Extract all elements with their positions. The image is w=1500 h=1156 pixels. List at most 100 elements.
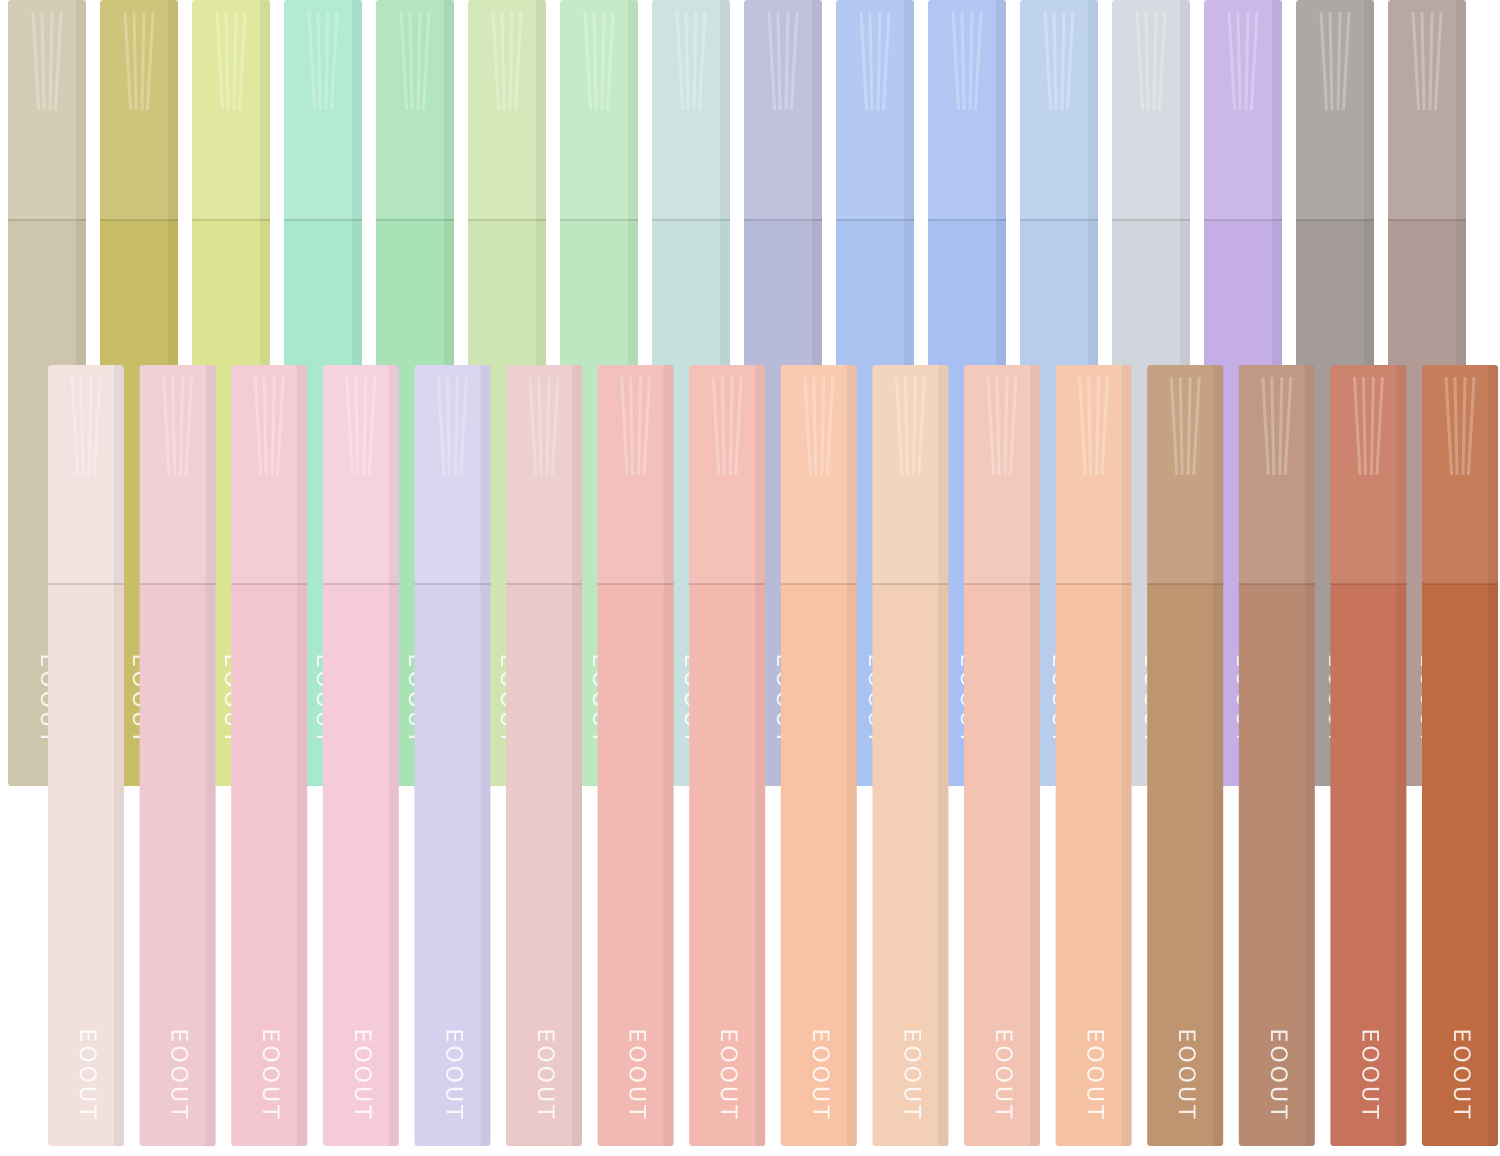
brand-logo: EOOUT [440,1028,465,1121]
highlighter: EOOUT [780,365,857,1146]
cap-groove [1152,11,1158,111]
cap-groove [1008,376,1018,476]
cap-groove [1466,376,1476,476]
cap-groove [367,376,377,476]
highlighter: EOOUT [1055,365,1132,1146]
marker-cap [284,0,362,220]
cap-groove [1249,11,1259,111]
cap-groove [53,11,63,111]
cap-groove [550,376,560,476]
cap-groove [776,11,782,111]
cap-groove [528,376,538,476]
cap-groove [1283,376,1293,476]
cap-groove [1336,11,1342,111]
cap-groove [692,11,698,111]
marker-cap [468,0,546,220]
cap-groove [270,376,276,476]
marker-cap [506,365,582,584]
cap-groove [354,376,360,476]
brand-logo: EOOUT [898,1028,923,1121]
marker-body [597,365,674,1146]
marker-shade [1030,365,1040,1146]
marker-shade [663,365,674,1146]
highlighter: EOOUT [597,365,674,1146]
marker-shade [480,365,491,1146]
marker-cap [231,365,308,584]
marker-body [506,365,582,1146]
marker-cap [1296,0,1374,220]
marker-shade [1304,365,1315,1146]
cap-groove [728,376,734,476]
cap-groove [1433,11,1443,111]
cap-groove [453,376,459,476]
highlighter: EOOUT [872,365,949,1146]
marker-shade [1396,365,1407,1146]
cap-groove [1087,376,1093,476]
brand-logo: EOOUT [74,1028,99,1121]
brand-logo: EOOUT [1082,1028,1107,1121]
cap-groove [911,376,917,476]
highlighter: EOOUT [1330,365,1407,1146]
cap-groove [1319,11,1329,111]
brand-logo: EOOUT [624,1028,649,1121]
cap-groove [620,376,629,476]
marker-cap [139,365,216,584]
cap-groove [812,376,818,476]
cap-groove [803,376,812,476]
marker-shade [1213,365,1224,1146]
cap-groove [868,11,874,111]
cap-groove [1078,376,1087,476]
marker-body [780,365,857,1146]
brand-logo: EOOUT [1173,1028,1198,1121]
cap-groove [903,376,909,476]
marker-cap [1020,0,1098,220]
cap-groove [48,11,54,111]
cap-groove [87,376,93,476]
cap-groove [1043,11,1053,111]
cap-groove [459,376,468,476]
cap-groove [316,11,322,111]
marker-cap [192,0,270,220]
marker-body [139,365,216,1146]
marker-cap [1112,0,1190,220]
cap-groove [951,11,961,111]
cap-groove [362,376,368,476]
cap-groove [513,11,523,111]
cap-groove [1244,11,1250,111]
cap-groove [881,11,891,111]
cap-groove [262,376,268,476]
cap-groove [637,376,643,476]
marker-shade [114,365,124,1146]
marker-cap [689,365,766,584]
cap-groove [1444,376,1454,476]
cap-groove [491,11,501,111]
marker-shade [1121,365,1132,1146]
highlighter: EOOUT [1147,365,1224,1146]
cap-groove [1352,376,1362,476]
cap-groove [324,11,330,111]
marker-cap [560,0,638,220]
highlighter: EOOUT [506,365,582,1146]
cap-groove [399,11,409,111]
brand-logo: EOOUT [166,1028,191,1121]
marker-cap [836,0,914,220]
cap-groove [545,376,551,476]
marker-cap [48,365,124,584]
cap-groove [986,376,996,476]
cap-groove [1270,376,1276,476]
cap-groove [1060,11,1066,111]
cap-groove [697,11,707,111]
marker-body [1238,365,1315,1146]
marker-cap [8,0,86,220]
cap-groove [436,376,446,476]
cap-groove [1003,376,1009,476]
cap-groove [876,11,882,111]
cap-groove [421,11,431,111]
cap-groove [31,11,41,111]
cap-groove [171,376,177,476]
highlighter: EOOUT [689,365,766,1146]
cap-groove [789,11,799,111]
marker-body [48,365,124,1146]
cap-groove [1169,376,1179,476]
